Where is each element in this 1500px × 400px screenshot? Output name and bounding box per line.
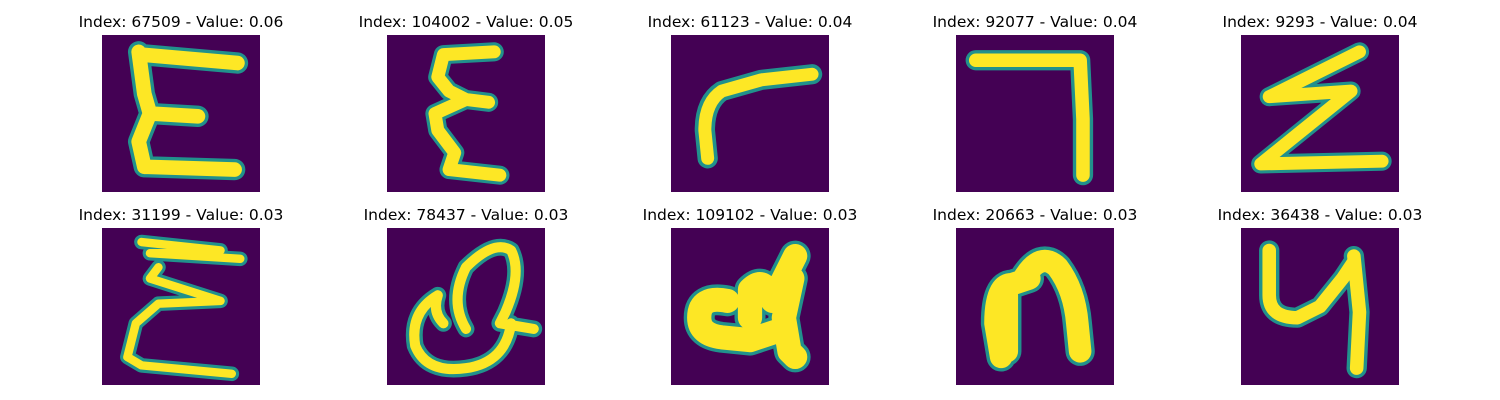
panel-10: Index: 36438 - Value: 0.03	[1178, 193, 1462, 385]
character-image-8	[671, 228, 829, 385]
panel-title: Index: 31199 - Value: 0.03	[78, 206, 284, 224]
panel-4: Index: 92077 - Value: 0.04	[893, 0, 1177, 192]
panel-3: Index: 61123 - Value: 0.04	[608, 0, 892, 192]
character-image-10	[1241, 228, 1399, 385]
character-image-3	[671, 35, 829, 192]
panel-6: Index: 31199 - Value: 0.03	[39, 193, 323, 385]
panel-5: Index: 9293 - Value: 0.04	[1178, 0, 1462, 192]
panel-7: Index: 78437 - Value: 0.03	[324, 193, 608, 385]
character-image-2	[387, 35, 545, 192]
character-image-4	[956, 35, 1114, 192]
panel-2: Index: 104002 - Value: 0.05	[324, 0, 608, 192]
panel-title: Index: 78437 - Value: 0.03	[363, 206, 569, 224]
panel-title: Index: 67509 - Value: 0.06	[78, 13, 284, 31]
character-image-6	[102, 228, 260, 385]
panel-8: Index: 109102 - Value: 0.03	[608, 193, 892, 385]
panel-title: Index: 109102 - Value: 0.03	[642, 206, 858, 224]
panel-title: Index: 36438 - Value: 0.03	[1217, 206, 1423, 224]
character-image-9	[956, 228, 1114, 385]
panel-1: Index: 67509 - Value: 0.06	[39, 0, 323, 192]
character-image-5	[1241, 35, 1399, 192]
panel-9: Index: 20663 - Value: 0.03	[893, 193, 1177, 385]
character-image-1	[102, 35, 260, 192]
character-image-7	[387, 228, 545, 385]
panel-title: Index: 104002 - Value: 0.05	[358, 13, 574, 31]
panel-title: Index: 92077 - Value: 0.04	[932, 13, 1138, 31]
panel-title: Index: 20663 - Value: 0.03	[932, 206, 1138, 224]
panel-title: Index: 9293 - Value: 0.04	[1222, 13, 1418, 31]
panel-title: Index: 61123 - Value: 0.04	[647, 13, 853, 31]
